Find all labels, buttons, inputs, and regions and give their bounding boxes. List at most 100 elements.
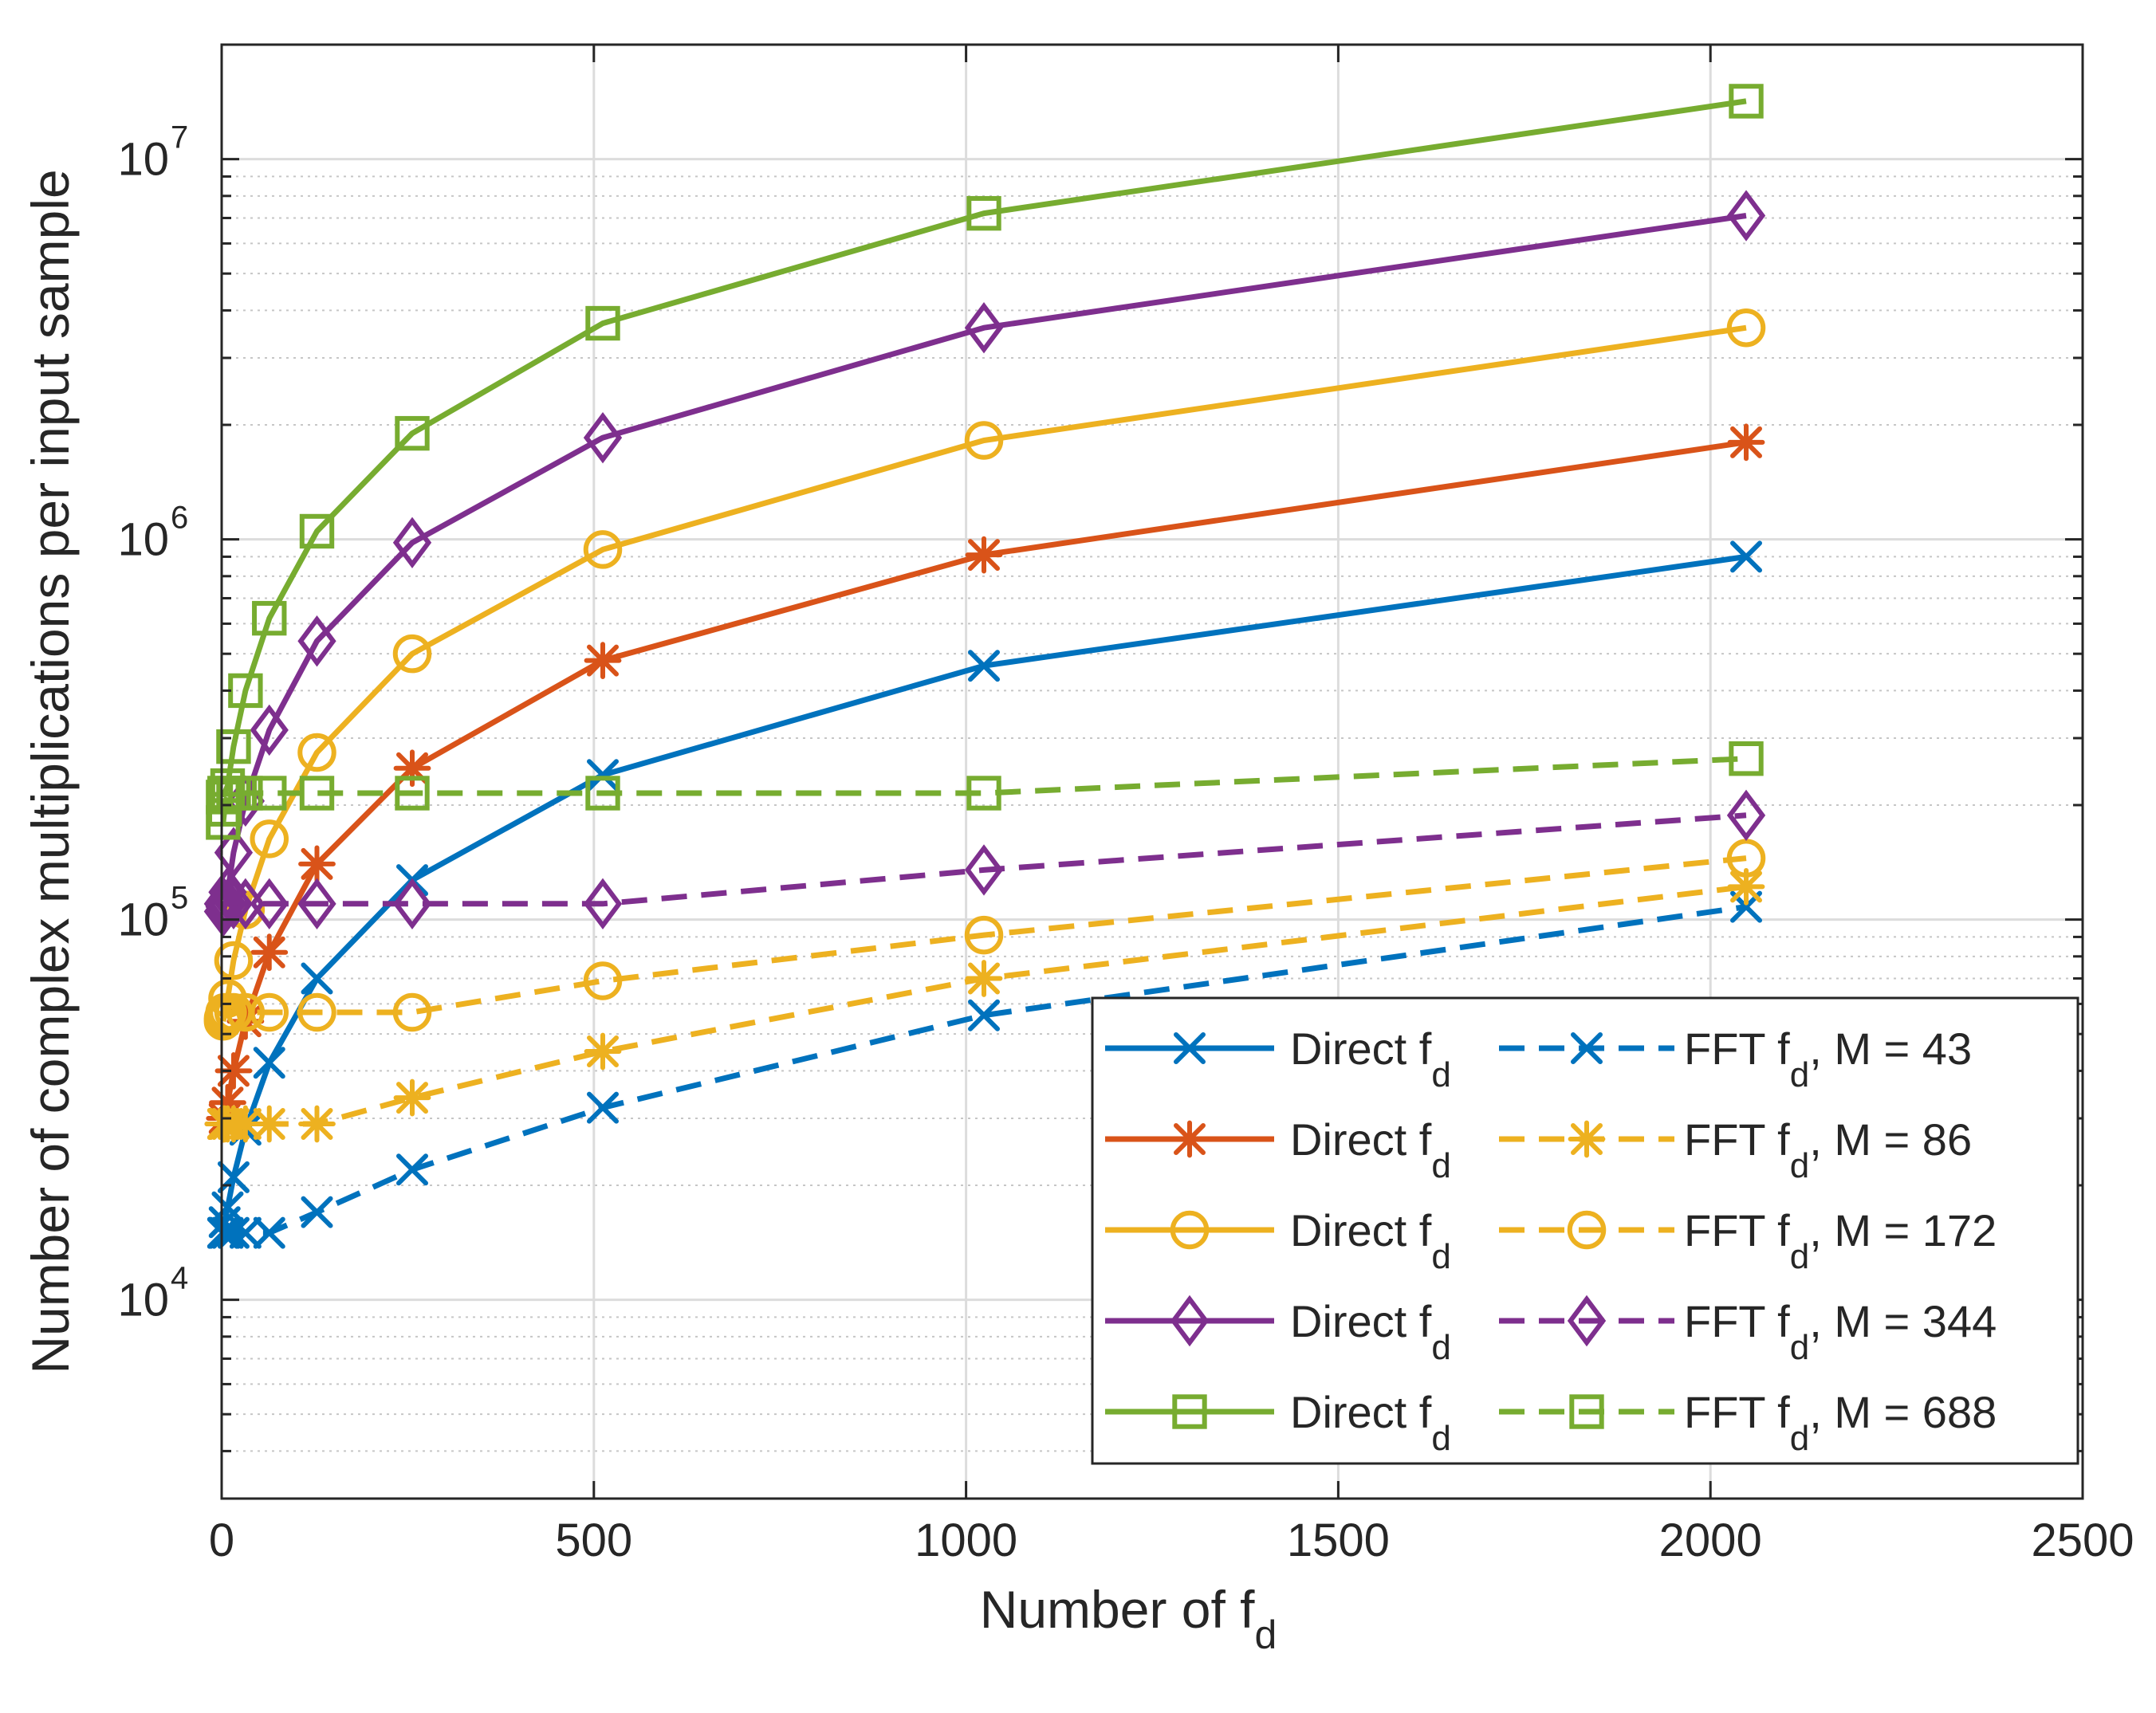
marker-square [252,600,287,636]
y-tick-label: 10 [117,1275,169,1326]
marker-diamond [1726,190,1766,242]
x-tick-label: 1500 [1287,1515,1390,1566]
marker-asterisk [1727,423,1765,462]
marker-square [395,415,430,451]
marker-diamond [250,704,289,756]
marker-circle [583,961,623,1000]
y-tick-label-exponent: 4 [171,1261,188,1296]
marker-square [299,776,335,811]
legend-label-subscript: d [1431,1237,1450,1276]
marker-square [1729,741,1764,776]
x-axis-label-subscript: d [1254,1613,1277,1657]
y-tick-label: 10 [117,894,169,946]
legend-label-subscript: d [1431,1146,1450,1185]
marker-asterisk [584,1032,622,1071]
marker-x [396,1153,429,1186]
marker-circle [297,992,336,1032]
legend-label-tail: , M = 344 [1809,1296,1997,1346]
marker-asterisk [1727,868,1765,906]
legend-label-subscript: d [1790,1419,1809,1458]
marker-circle [250,992,289,1032]
marker-x [211,1191,244,1224]
marker-x [253,1216,285,1249]
marker-square [395,776,430,811]
x-axis-label: Number of fd [980,1580,1277,1657]
marker-asterisk [250,1105,289,1143]
marker-x [229,1216,262,1249]
marker-square [966,776,1001,811]
marker-diamond [583,411,623,464]
marker-square [966,195,1001,231]
legend-label-subscript: d [1431,1328,1450,1367]
marker-asterisk [965,536,1003,574]
marker-asterisk [1568,1120,1606,1158]
marker-circle [1726,308,1766,348]
marker-asterisk [393,749,431,788]
marker-circle [964,915,1004,955]
series-5 [203,839,1766,1041]
marker-asterisk [393,1078,431,1117]
marker-circle [964,421,1004,460]
y-axis-label: Number of complex multiplications per in… [21,169,80,1373]
plot-frame [220,43,2084,1500]
legend-label-tail: , M = 43 [1809,1023,1972,1074]
marker-x [1730,540,1763,573]
series-9 [206,741,1764,840]
marker-x [301,1196,333,1228]
series-line [220,756,1747,823]
marker-asterisk [965,960,1003,997]
marker-circle [1170,1210,1210,1250]
marker-asterisk [214,1052,253,1090]
series-line [220,98,1747,799]
marker-diamond [392,517,432,568]
marker-asterisk [226,1105,265,1143]
marker-x [968,999,1001,1031]
marker-square [585,776,620,811]
marker-x [968,650,1001,682]
y-tick-label: 10 [117,134,169,186]
marker-square [216,729,251,764]
marker-x [1174,1032,1206,1064]
marker-circle [392,634,432,674]
marker-x [587,1091,620,1124]
marker-diamond [964,844,1004,896]
legend-label-subscript: d [1790,1055,1809,1094]
marker-circle [583,530,623,569]
marker-x [1571,1032,1603,1064]
marker-asterisk [298,1105,336,1143]
marker-asterisk [250,933,289,972]
marker-diamond [392,878,432,930]
marker-diamond [208,878,247,930]
marker-circle [1567,1210,1607,1250]
y-tick-label-exponent: 5 [171,881,188,916]
marker-x [587,759,620,792]
marker-x [301,962,333,995]
marker-diamond [1567,1295,1607,1347]
marker-diamond [583,878,623,930]
marker-diamond [1170,1295,1210,1347]
legend-label-tail: , M = 86 [1809,1114,1972,1165]
y-tick-label: 10 [117,514,169,566]
x-tick-label: 500 [555,1515,632,1566]
marker-asterisk [298,845,336,883]
marker-square [1729,84,1764,119]
series-3 [204,868,1765,1143]
series-1 [207,890,1763,1249]
marker-square [585,305,620,341]
legend-label-subscript: d [1790,1146,1809,1185]
marker-diamond [250,878,289,930]
marker-square [1172,1394,1207,1429]
marker-asterisk [209,1083,246,1122]
y-tick-label-exponent: 7 [171,120,188,155]
marker-square [299,513,335,549]
legend-label-subscript: d [1431,1419,1450,1458]
series-8 [206,84,1764,815]
marker-x [253,1047,285,1079]
legend-label-subscript: d [1790,1237,1809,1276]
marker-diamond [1726,789,1766,842]
x-tick-label: 2000 [1659,1515,1762,1566]
marker-diamond [297,615,336,667]
legend-label-tail: , M = 688 [1809,1387,1997,1437]
